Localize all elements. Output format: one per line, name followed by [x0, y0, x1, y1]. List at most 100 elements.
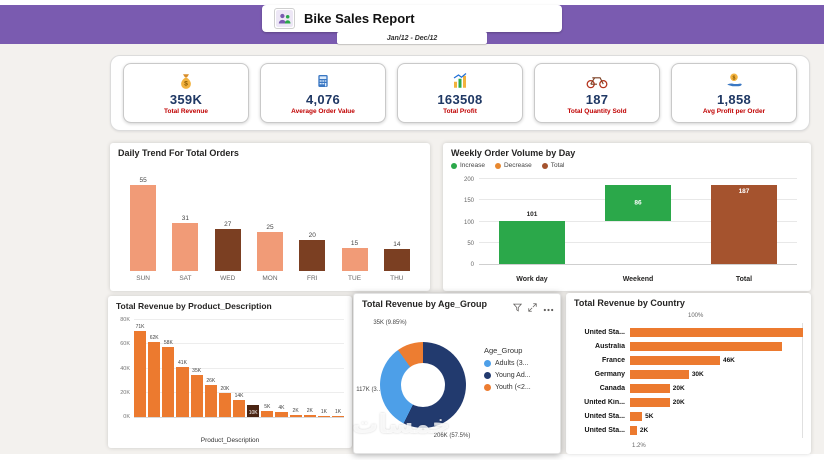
y-axis-label: 60K — [120, 341, 130, 348]
product-bar[interactable] — [331, 415, 345, 417]
legend-dot — [484, 384, 491, 391]
report-logo-icon — [274, 8, 295, 29]
product-column: 41K — [176, 320, 189, 417]
country-row: Canada 20K — [574, 381, 803, 395]
country-bar[interactable] — [630, 425, 637, 435]
svg-text:$: $ — [184, 81, 188, 88]
weekly-volume-card[interactable]: Weekly Order Volume by Day Increase Decre… — [443, 143, 811, 291]
daily-trend-column: 15 TUE — [341, 169, 368, 285]
kpi-card-total-quantity-sold[interactable]: 187 Total Quantity Sold — [534, 63, 660, 123]
x-axis-title: Product_Description — [200, 437, 260, 444]
chart-title: Total Revenue by Age_Group — [362, 299, 488, 309]
legend-label: Total — [550, 162, 565, 169]
product-bar[interactable] — [204, 385, 217, 417]
bar-value-label: 62K — [149, 334, 159, 341]
product-bar[interactable] — [289, 414, 302, 417]
product-bar[interactable] — [190, 374, 203, 417]
bar-value-label: 2K — [639, 426, 649, 434]
product-column: 71K — [134, 320, 147, 417]
bar-value-label: 20 — [308, 232, 316, 239]
bar-category-label: SAT — [179, 275, 192, 282]
kpi-card-avg-profit-per-order[interactable]: $ 1,858 Avg Profit per Order — [671, 63, 797, 123]
country-row: Germany 30K — [574, 367, 803, 381]
product-bar[interactable]: 10K — [247, 404, 260, 417]
legend-item[interactable]: Youth (<2... — [484, 384, 531, 391]
y-axis-label: 20K — [120, 389, 130, 396]
legend-item[interactable]: Decrease — [494, 162, 532, 169]
gridline — [134, 319, 344, 320]
bar-value-label: 2K — [292, 407, 299, 414]
country-revenue-card[interactable]: Total Revenue by Country 100% United Sta… — [566, 293, 811, 454]
product-bar[interactable] — [232, 400, 246, 417]
country-bar[interactable] — [630, 383, 670, 393]
waterfall-bar[interactable] — [499, 221, 565, 264]
watermark: خمسات — [352, 410, 451, 440]
y-axis-label: 40K — [120, 365, 130, 372]
hand-coin-icon: $ — [725, 72, 743, 91]
weekly-legend: Increase Decrease Total — [451, 162, 565, 169]
product-bar[interactable] — [176, 367, 189, 417]
bar-category-label: WED — [220, 275, 236, 282]
legend-item[interactable]: Adults (3... — [484, 360, 531, 367]
bar-category-label: United Sta... — [584, 328, 625, 336]
waterfall-slot: 101 — [479, 179, 585, 264]
age-donut[interactable] — [380, 342, 466, 428]
gridline — [134, 391, 344, 393]
country-bar[interactable] — [630, 397, 670, 407]
report-title-box: Bike Sales Report — [262, 5, 562, 32]
bar-value-label: 27 — [224, 221, 232, 228]
bar-track: 46K — [630, 355, 803, 365]
chart-title: Daily Trend For Total Orders — [118, 148, 239, 158]
bar-value-label: 41K — [178, 360, 187, 367]
age-group-card[interactable]: Total Revenue by Age_Group 35K (9.85%) 1… — [353, 293, 561, 454]
donut-label-adults: 117K (3...) — [356, 387, 384, 393]
bar-value-label: 55 — [139, 177, 147, 184]
product-bar[interactable] — [134, 330, 147, 417]
daily-trend-bar[interactable] — [299, 240, 326, 271]
y-axis-label: 50 — [467, 240, 474, 247]
product-bar[interactable] — [275, 412, 288, 417]
daily-trend-bar[interactable] — [214, 229, 241, 271]
product-bar[interactable] — [218, 392, 231, 417]
country-bar[interactable] — [630, 369, 689, 379]
bar-category-label: MON — [262, 275, 278, 282]
axis-gridline — [802, 323, 803, 438]
weekly-category-labels: Work day Weekend Total — [479, 276, 797, 283]
daily-trend-bar[interactable] — [341, 248, 368, 271]
product-bar[interactable] — [148, 341, 161, 417]
product-bar[interactable] — [317, 415, 330, 417]
country-bar[interactable] — [630, 355, 720, 365]
bar-value-label: 5K — [264, 403, 271, 410]
country-bar[interactable] — [630, 411, 643, 421]
legend-item[interactable]: Total — [541, 162, 565, 169]
bar-value-label: 25 — [266, 224, 274, 231]
waterfall-bar[interactable]: 86 — [605, 184, 671, 222]
kpi-label: Total Profit — [443, 107, 477, 115]
gridline — [479, 241, 797, 243]
product-bar[interactable] — [261, 410, 274, 417]
daily-trend-column: 25 MON — [256, 169, 283, 285]
product-bar[interactable] — [162, 346, 175, 417]
kpi-card-total-revenue[interactable]: $ 359K Total Revenue — [123, 63, 249, 123]
filter-icon[interactable] — [512, 299, 523, 317]
daily-trend-bar[interactable] — [130, 185, 157, 271]
daily-trend-card[interactable]: Daily Trend For Total Orders 55 SUN 31 SAT 2… — [110, 143, 430, 291]
daily-trend-bar[interactable] — [256, 232, 283, 271]
more-options-icon[interactable] — [543, 299, 554, 317]
bar-value-label: 101 — [526, 211, 538, 219]
kpi-card-total-profit[interactable]: 163508 Total Profit — [397, 63, 523, 123]
kpi-card-average-order-value[interactable]: 4,076 Average Order Value — [260, 63, 386, 123]
focus-mode-icon[interactable] — [528, 299, 537, 317]
waterfall-bar[interactable]: 187 — [711, 184, 777, 264]
bar-value-label: 20K — [672, 384, 685, 392]
product-column: 4K — [275, 320, 288, 417]
daily-trend-bar[interactable] — [383, 249, 410, 271]
product-bar[interactable] — [303, 414, 316, 417]
legend-item[interactable]: Young Ad... — [484, 372, 531, 379]
country-bar[interactable] — [630, 341, 783, 351]
country-bar[interactable] — [630, 327, 803, 337]
product-revenue-card[interactable]: Total Revenue by Product_Description 0K 2… — [108, 296, 352, 448]
legend-item[interactable]: Increase — [451, 162, 485, 169]
daily-trend-bar[interactable] — [172, 223, 199, 271]
daily-trend-column: 20 FRI — [299, 169, 326, 285]
